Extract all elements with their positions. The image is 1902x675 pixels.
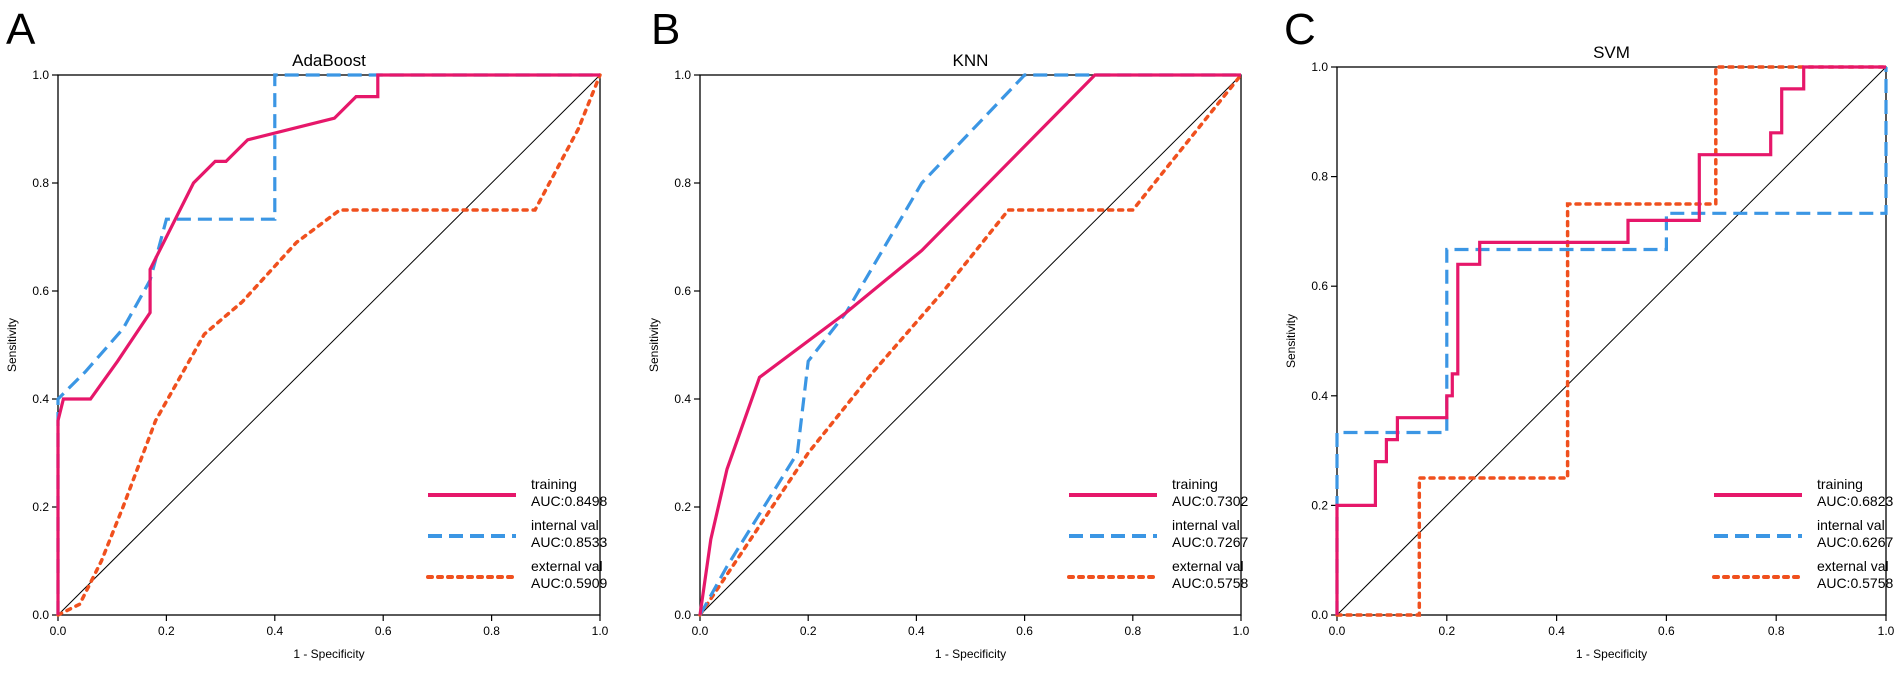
y-axis-label: Sensitivity [647, 318, 661, 372]
legend-auc-external-val: AUC:0.5909 [531, 575, 607, 591]
legend-label-internal-val: internal val [1817, 517, 1885, 533]
y-tick-label: 0.4 [32, 392, 49, 406]
legend-label-internal-val: internal val [531, 517, 599, 533]
legend-label-training: training [531, 476, 577, 492]
y-tick-label: 0.2 [32, 500, 49, 514]
panel-b: B KNN 0.0 0.2 0.4 0.6 0.8 1.0 0.0 0.2 0.4 0.6 0.8 1.0… [647, 5, 1250, 661]
chart-title: KNN [953, 51, 989, 70]
y-tick-label: 0.0 [1311, 608, 1328, 622]
panel-a: A AdaBoost 0.0 0.2 0.4 0.6 0.8 1.0 0.0 0.2 0.4 0.6 0… [5, 5, 609, 661]
legend-auc-internal-val: AUC:0.8533 [531, 534, 607, 550]
panel-letter: B [651, 5, 680, 54]
y-tick-label: 0.0 [32, 608, 49, 622]
y-tick-label: 0.4 [1311, 389, 1328, 403]
y-tick-label: 0.8 [674, 176, 691, 190]
roc-curve-external-val [698, 73, 1243, 617]
panel-letter: C [1284, 5, 1316, 54]
roc-curve-training [1335, 65, 1886, 615]
y-tick-label: 0.4 [674, 392, 691, 406]
legend-auc-internal-val: AUC:0.6267 [1817, 534, 1893, 550]
y-tick-label: 0.6 [32, 284, 49, 298]
x-tick-label: 0.0 [692, 624, 709, 638]
x-tick-label: 0.8 [1768, 624, 1785, 638]
x-axis-label: 1 - Specificity [935, 647, 1006, 661]
x-axis-label: 1 - Specificity [1576, 647, 1647, 661]
panel-c: C SVM 0.0 0.2 0.4 0.6 0.8 1.0 0.0 0.2 0.4 0.6 0.8 1.0… [1284, 5, 1895, 661]
legend-auc-external-val: AUC:0.5758 [1172, 575, 1248, 591]
legend-label-training: training [1817, 476, 1863, 492]
y-axis-label: Sensitivity [1284, 314, 1298, 368]
legend-label-external-val: external val [531, 558, 603, 574]
y-tick-label: 0.6 [1311, 279, 1328, 293]
x-tick-label: 0.6 [1016, 624, 1033, 638]
x-tick-label: 0.4 [1548, 624, 1565, 638]
y-tick-label: 0.0 [674, 608, 691, 622]
legend-label-external-val: external val [1817, 558, 1889, 574]
y-tick-label: 0.2 [1311, 498, 1328, 512]
chart-title: SVM [1593, 43, 1630, 62]
legend-label-internal-val: internal val [1172, 517, 1240, 533]
x-tick-label: 0.8 [483, 624, 500, 638]
legend-auc-external-val: AUC:0.5758 [1817, 575, 1893, 591]
legend-label-training: training [1172, 476, 1218, 492]
x-tick-label: 1.0 [1878, 624, 1895, 638]
reference-diagonal [57, 74, 601, 616]
x-tick-label: 0.4 [266, 624, 283, 638]
x-tick-label: 0.0 [50, 624, 67, 638]
roc-curve-internal-val [698, 73, 1241, 616]
roc-curve-external-val [56, 73, 602, 617]
x-tick-label: 1.0 [592, 624, 609, 638]
x-tick-label: 0.2 [1438, 624, 1455, 638]
x-axis-label: 1 - Specificity [293, 647, 364, 661]
y-tick-label: 1.0 [674, 68, 691, 82]
y-tick-label: 1.0 [1311, 60, 1328, 74]
y-axis-label: Sensitivity [5, 318, 19, 372]
y-tick-label: 0.8 [32, 176, 49, 190]
reference-diagonal [699, 74, 1242, 616]
plot-frame [1336, 66, 1887, 616]
x-tick-label: 0.8 [1124, 624, 1141, 638]
legend-label-external-val: external val [1172, 558, 1244, 574]
reference-diagonal [1336, 66, 1887, 616]
x-tick-label: 0.4 [908, 624, 925, 638]
roc-curve-external-val [1335, 65, 1888, 617]
x-tick-label: 0.6 [375, 624, 392, 638]
legend-auc-internal-val: AUC:0.7267 [1172, 534, 1248, 550]
plot-frame [699, 74, 1242, 616]
roc-curve-internal-val [1335, 67, 1888, 615]
x-tick-label: 0.2 [800, 624, 817, 638]
x-tick-label: 0.6 [1658, 624, 1675, 638]
legend-auc-training: AUC:0.7302 [1172, 493, 1248, 509]
x-tick-label: 0.2 [158, 624, 175, 638]
chart-title: AdaBoost [292, 51, 366, 70]
y-tick-label: 0.8 [1311, 170, 1328, 184]
y-tick-label: 1.0 [32, 68, 49, 82]
legend-auc-training: AUC:0.8498 [531, 493, 607, 509]
y-tick-label: 0.2 [674, 500, 691, 514]
y-tick-label: 0.6 [674, 284, 691, 298]
x-tick-label: 0.0 [1329, 624, 1346, 638]
roc-curve-training [698, 73, 1241, 616]
legend-auc-training: AUC:0.6823 [1817, 493, 1893, 509]
panel-letter: A [6, 5, 36, 54]
roc-curve-training [56, 73, 600, 615]
x-tick-label: 1.0 [1233, 624, 1250, 638]
